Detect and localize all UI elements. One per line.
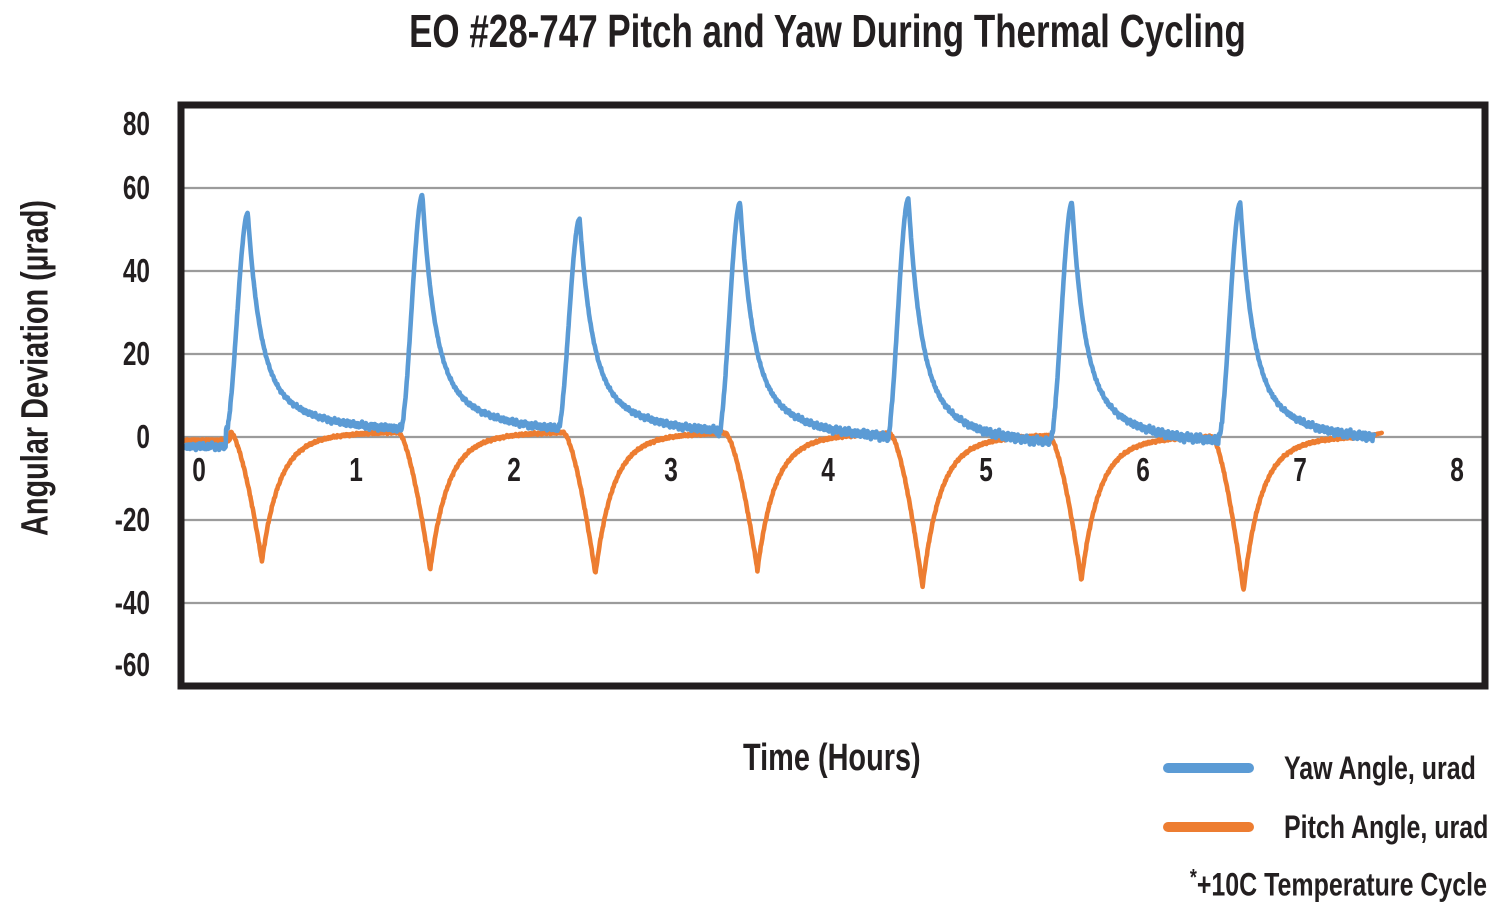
y-tick-label--60: -60 — [114, 646, 150, 683]
x-tick-label-0: 0 — [192, 451, 206, 488]
x-tick-label-4: 4 — [821, 451, 835, 488]
y-tick-label--40: -40 — [114, 584, 150, 621]
plot-svg — [177, 101, 1489, 690]
temperature-cycle-note: *+10C Temperature Cycle — [1190, 858, 1487, 904]
y-tick-label-60: 60 — [122, 169, 150, 206]
y-tick-label-20: 20 — [122, 335, 150, 372]
legend-swatch-yaw — [1163, 763, 1254, 773]
x-axis-label-text: Time (Hours) — [743, 737, 921, 779]
chart-title: EO #28-747 Pitch and Yaw During Thermal … — [170, 4, 1484, 58]
chart-title-text: EO #28-747 Pitch and Yaw During Thermal … — [408, 5, 1246, 57]
y-tick-label-40: 40 — [122, 252, 150, 289]
y-axis-label: Angular Deviation (µrad) — [14, 200, 57, 536]
note-text: +10C Temperature Cycle — [1196, 866, 1487, 903]
x-tick-label-7: 7 — [1293, 451, 1307, 488]
plot-border — [177, 101, 1489, 690]
y-tick-label-80: 80 — [122, 105, 150, 142]
x-tick-label-8: 8 — [1450, 451, 1465, 488]
x-tick-label-1: 1 — [349, 451, 364, 488]
x-tick-label-3: 3 — [664, 451, 678, 488]
y-tick-label--20: -20 — [114, 501, 150, 538]
y-tick-label-0: 0 — [136, 418, 150, 455]
x-tick-label-2: 2 — [506, 451, 521, 488]
x-tick-label-6: 6 — [1135, 451, 1150, 488]
x-tick-label-5: 5 — [978, 451, 993, 488]
legend-label-yaw: Yaw Angle, urad — [1284, 750, 1476, 786]
legend-swatch-pitch — [1163, 822, 1254, 832]
x-axis-label: Time (Hours) — [170, 737, 1493, 780]
note-asterisk: * — [1189, 864, 1197, 890]
legend-label-pitch: Pitch Angle, urad — [1284, 809, 1489, 845]
yaw-series-line — [182, 192, 1377, 453]
